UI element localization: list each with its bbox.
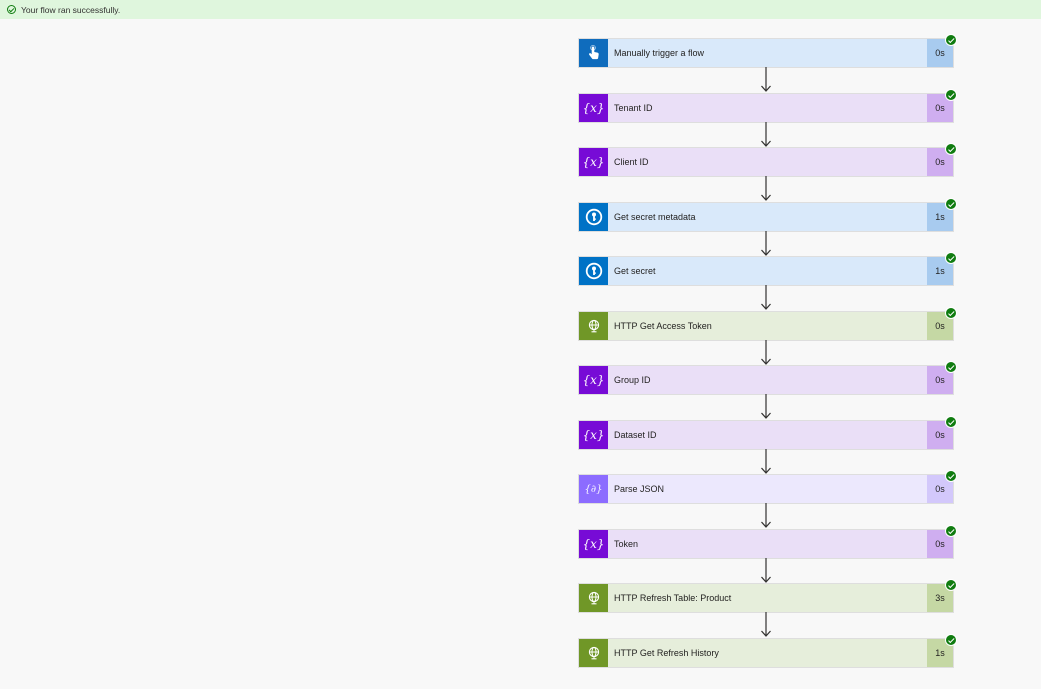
step-label: Client ID (614, 157, 649, 167)
success-check-icon (945, 34, 957, 46)
globe-icon (579, 312, 608, 340)
banner-message: Your flow ran successfully. (21, 4, 121, 15)
flow-step[interactable]: {∂} Parse JSON 0s (579, 470, 957, 503)
connector-arrow-icon (761, 285, 771, 310)
touch-icon (579, 39, 608, 67)
step-label: HTTP Get Access Token (614, 321, 712, 331)
flow-step[interactable]: HTTP Get Refresh History 1s (579, 634, 957, 667)
variable-icon: {x} (579, 421, 608, 449)
success-check-icon (945, 634, 957, 646)
connector-arrow-icon (761, 122, 771, 147)
globe-icon (579, 639, 608, 667)
success-check-icon (945, 198, 957, 210)
connector-arrow-icon (761, 449, 771, 474)
data-operation-icon: {∂} (579, 475, 608, 503)
key-vault-icon (579, 203, 608, 231)
connector-arrow-icon (761, 67, 771, 92)
connector-arrow-icon (761, 176, 771, 201)
flow-step[interactable]: {x} Tenant ID 0s (579, 89, 957, 122)
success-check-icon (945, 416, 957, 428)
step-label: Manually trigger a flow (614, 48, 705, 58)
flow-step[interactable]: Get secret metadata 1s (579, 198, 957, 231)
success-check-icon (945, 307, 957, 319)
connector-arrow-icon (761, 503, 771, 528)
connector-arrow-icon (761, 340, 771, 365)
step-label: Group ID (614, 375, 651, 385)
variable-icon: {x} (579, 530, 608, 558)
variable-icon: {x} (579, 366, 608, 394)
check-circle-icon (7, 5, 16, 14)
step-label: Dataset ID (614, 430, 657, 440)
connector-arrow-icon (761, 558, 771, 583)
success-check-icon (945, 361, 957, 373)
globe-icon (579, 584, 608, 612)
success-check-icon (945, 579, 957, 591)
success-banner: Your flow ran successfully. (0, 0, 1041, 19)
flow-step[interactable]: HTTP Get Access Token 0s (579, 307, 957, 340)
step-label: Parse JSON (614, 484, 665, 494)
step-label: HTTP Get Refresh History (614, 648, 719, 658)
connector-arrow-icon (761, 231, 771, 256)
flow-step[interactable]: HTTP Refresh Table: Product 3s (579, 579, 957, 612)
step-label: Tenant ID (614, 103, 653, 113)
connector-arrow-icon (761, 394, 771, 419)
flow-step[interactable]: {x} Dataset ID 0s (579, 416, 957, 449)
variable-icon: {x} (579, 148, 608, 176)
success-check-icon (945, 89, 957, 101)
step-label: Get secret metadata (614, 212, 696, 222)
flow-step[interactable]: {x} Group ID 0s (579, 361, 957, 394)
flow-step[interactable]: Manually trigger a flow 0s (579, 34, 957, 67)
success-check-icon (945, 470, 957, 482)
flow-step[interactable]: {x} Token 0s (579, 525, 957, 558)
variable-icon: {x} (579, 94, 608, 122)
connector-arrow-icon (761, 612, 771, 637)
step-label: Get secret (614, 266, 656, 276)
key-vault-icon (579, 257, 608, 285)
step-label: Token (614, 539, 639, 549)
flow-step[interactable]: Get secret 1s (579, 252, 957, 285)
flow-step[interactable]: {x} Client ID 0s (579, 143, 957, 176)
success-check-icon (945, 143, 957, 155)
success-check-icon (945, 252, 957, 264)
step-label: HTTP Refresh Table: Product (614, 593, 732, 603)
success-check-icon (945, 525, 957, 537)
